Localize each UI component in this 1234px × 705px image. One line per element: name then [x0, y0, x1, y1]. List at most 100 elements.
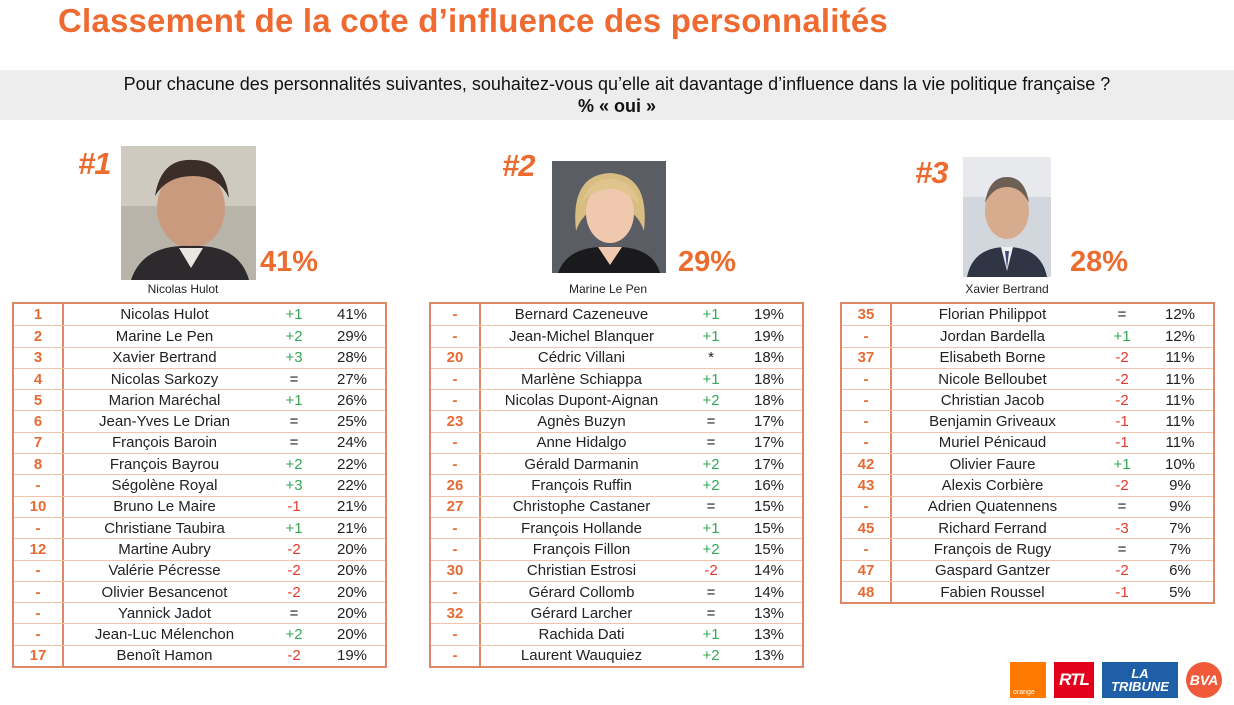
table-row: - François Hollande +1 15% [431, 516, 802, 539]
survey-question: Pour chacune des personnalités suivantes… [123, 74, 1111, 94]
percent-cell: 22% [336, 477, 368, 495]
table-row: 1 Nicolas Hulot +1 41% [14, 304, 385, 326]
percent-cell: 17% [753, 413, 785, 431]
rank-cell: 2 [14, 326, 64, 347]
rank-cell: - [431, 390, 481, 411]
percent-cell: 20% [336, 604, 368, 622]
evolution-cell: -2 [1115, 391, 1129, 409]
rank-cell: 10 [14, 496, 64, 517]
evolution-cell: -2 [287, 647, 301, 665]
evolution-cell: +1 [1113, 455, 1131, 473]
table-row: 30 Christian Estrosi -2 14% [431, 559, 802, 581]
evolution-cell: * [708, 349, 714, 367]
evolution-cell: -2 [1115, 349, 1129, 367]
evolution-cell: +3 [285, 349, 303, 367]
podium-name-3: Xavier Bertrand [965, 282, 1049, 296]
name-cell: Gaspard Gantzer [934, 562, 1051, 580]
rank-cell: 23 [431, 411, 481, 432]
evolution-cell: -1 [1115, 434, 1129, 452]
rank-cell: - [842, 411, 892, 432]
evolution-cell: = [1117, 306, 1127, 324]
rank-cell: - [842, 539, 892, 560]
percent-cell: 29% [336, 327, 368, 345]
portrait-2-image [552, 161, 666, 273]
podium-rank-1: #1 [78, 146, 111, 181]
percent-cell: 14% [753, 562, 785, 580]
rank-cell: 48 [842, 581, 892, 603]
evolution-cell: = [289, 604, 299, 622]
ranking-table-2: - Bernard Cazeneuve +1 19% - Jean-Michel Blan… [429, 302, 804, 669]
rank-cell: - [14, 624, 64, 645]
table-row: 26 François Ruffin +2 16% [431, 474, 802, 496]
percent-cell: 18% [753, 349, 785, 367]
percent-cell: 21% [336, 498, 368, 516]
podium-percent-3: 28% [1070, 246, 1129, 278]
name-cell: Laurent Wauquiez [520, 647, 643, 665]
evolution-cell: = [706, 583, 716, 601]
rank-cell: - [431, 517, 481, 539]
rank-cell: - [431, 539, 481, 560]
rank-cell: 42 [842, 454, 892, 475]
table-row: - Adrien Quatennens = 9% [842, 495, 1213, 517]
evolution-cell: +1 [702, 306, 720, 324]
name-cell: Martine Aubry [118, 540, 211, 558]
name-cell: Cédric Villani [537, 349, 626, 367]
percent-cell: 9% [1169, 477, 1191, 495]
rank-cell: 27 [431, 496, 481, 517]
table-row: - Muriel Pénicaud -1 11% [842, 431, 1213, 454]
percent-cell: 18% [753, 370, 785, 388]
percent-cell: 21% [336, 519, 368, 537]
rank-cell: - [431, 454, 481, 475]
rank-cell: - [842, 496, 892, 517]
page-title: Classement de la cote d’influence des pe… [58, 2, 888, 39]
rank-cell: - [431, 581, 481, 603]
name-cell: Nicole Belloubet [938, 370, 1047, 388]
percent-cell: 28% [336, 349, 368, 367]
name-cell: Adrien Quatennens [927, 498, 1058, 516]
name-cell: François Ruffin [531, 477, 632, 495]
name-cell: Gérald Darmanin [524, 455, 639, 473]
table-row: 4 Nicolas Sarkozy = 27% [14, 367, 385, 390]
table-row: - Benjamin Griveaux -1 11% [842, 410, 1213, 432]
table-row: - Nicolas Dupont-Aignan +2 18% [431, 389, 802, 411]
bva-logo: BVA [1186, 662, 1222, 698]
percent-cell: 16% [753, 477, 785, 495]
name-cell: Valérie Pécresse [108, 562, 221, 580]
table-row: - Olivier Besancenot -2 20% [14, 580, 385, 603]
percent-cell: 15% [753, 540, 785, 558]
percent-cell: 26% [336, 391, 368, 409]
evolution-cell: -1 [1115, 413, 1129, 431]
percent-cell: 11% [1165, 391, 1195, 409]
name-cell: Gérard Collomb [528, 583, 635, 601]
name-cell: Olivier Besancenot [101, 583, 228, 601]
rank-cell: - [14, 603, 64, 624]
rank-cell: 5 [14, 390, 64, 411]
orange-logo: orange [1010, 662, 1046, 698]
podium-name-1: Nicolas Hulot [147, 282, 219, 296]
table-row: 48 Fabien Roussel -1 5% [842, 580, 1213, 603]
evolution-cell: -2 [287, 562, 301, 580]
rank-cell: - [842, 390, 892, 411]
percent-cell: 6% [1169, 562, 1191, 580]
portrait-photo-2 [552, 161, 666, 273]
table-row: - Bernard Cazeneuve +1 19% [431, 304, 802, 326]
evolution-cell: -2 [287, 583, 301, 601]
percent-cell: 11% [1165, 370, 1195, 388]
evolution-cell: +3 [285, 477, 303, 495]
table-row: - Yannick Jadot = 20% [14, 602, 385, 624]
percent-cell: 17% [753, 455, 785, 473]
table-row: - Anne Hidalgo = 17% [431, 431, 802, 454]
rank-cell: 43 [842, 475, 892, 496]
rank-cell: 1 [14, 304, 64, 326]
table-row: - Rachida Dati +1 13% [431, 623, 802, 645]
table-row: - François Fillon +2 15% [431, 538, 802, 560]
rank-cell: - [14, 475, 64, 496]
table-row: - Christiane Taubira +1 21% [14, 516, 385, 539]
rank-cell: - [431, 326, 481, 347]
name-cell: Gérard Larcher [530, 604, 633, 622]
name-cell: Christophe Castaner [512, 498, 651, 516]
rank-cell: 47 [842, 560, 892, 581]
table-row: 23 Agnès Buzyn = 17% [431, 410, 802, 432]
table-row: - Gérard Collomb = 14% [431, 580, 802, 603]
ranking-table-3: 35 Florian Philippot = 12% - Jordan Bardella +… [840, 302, 1215, 605]
